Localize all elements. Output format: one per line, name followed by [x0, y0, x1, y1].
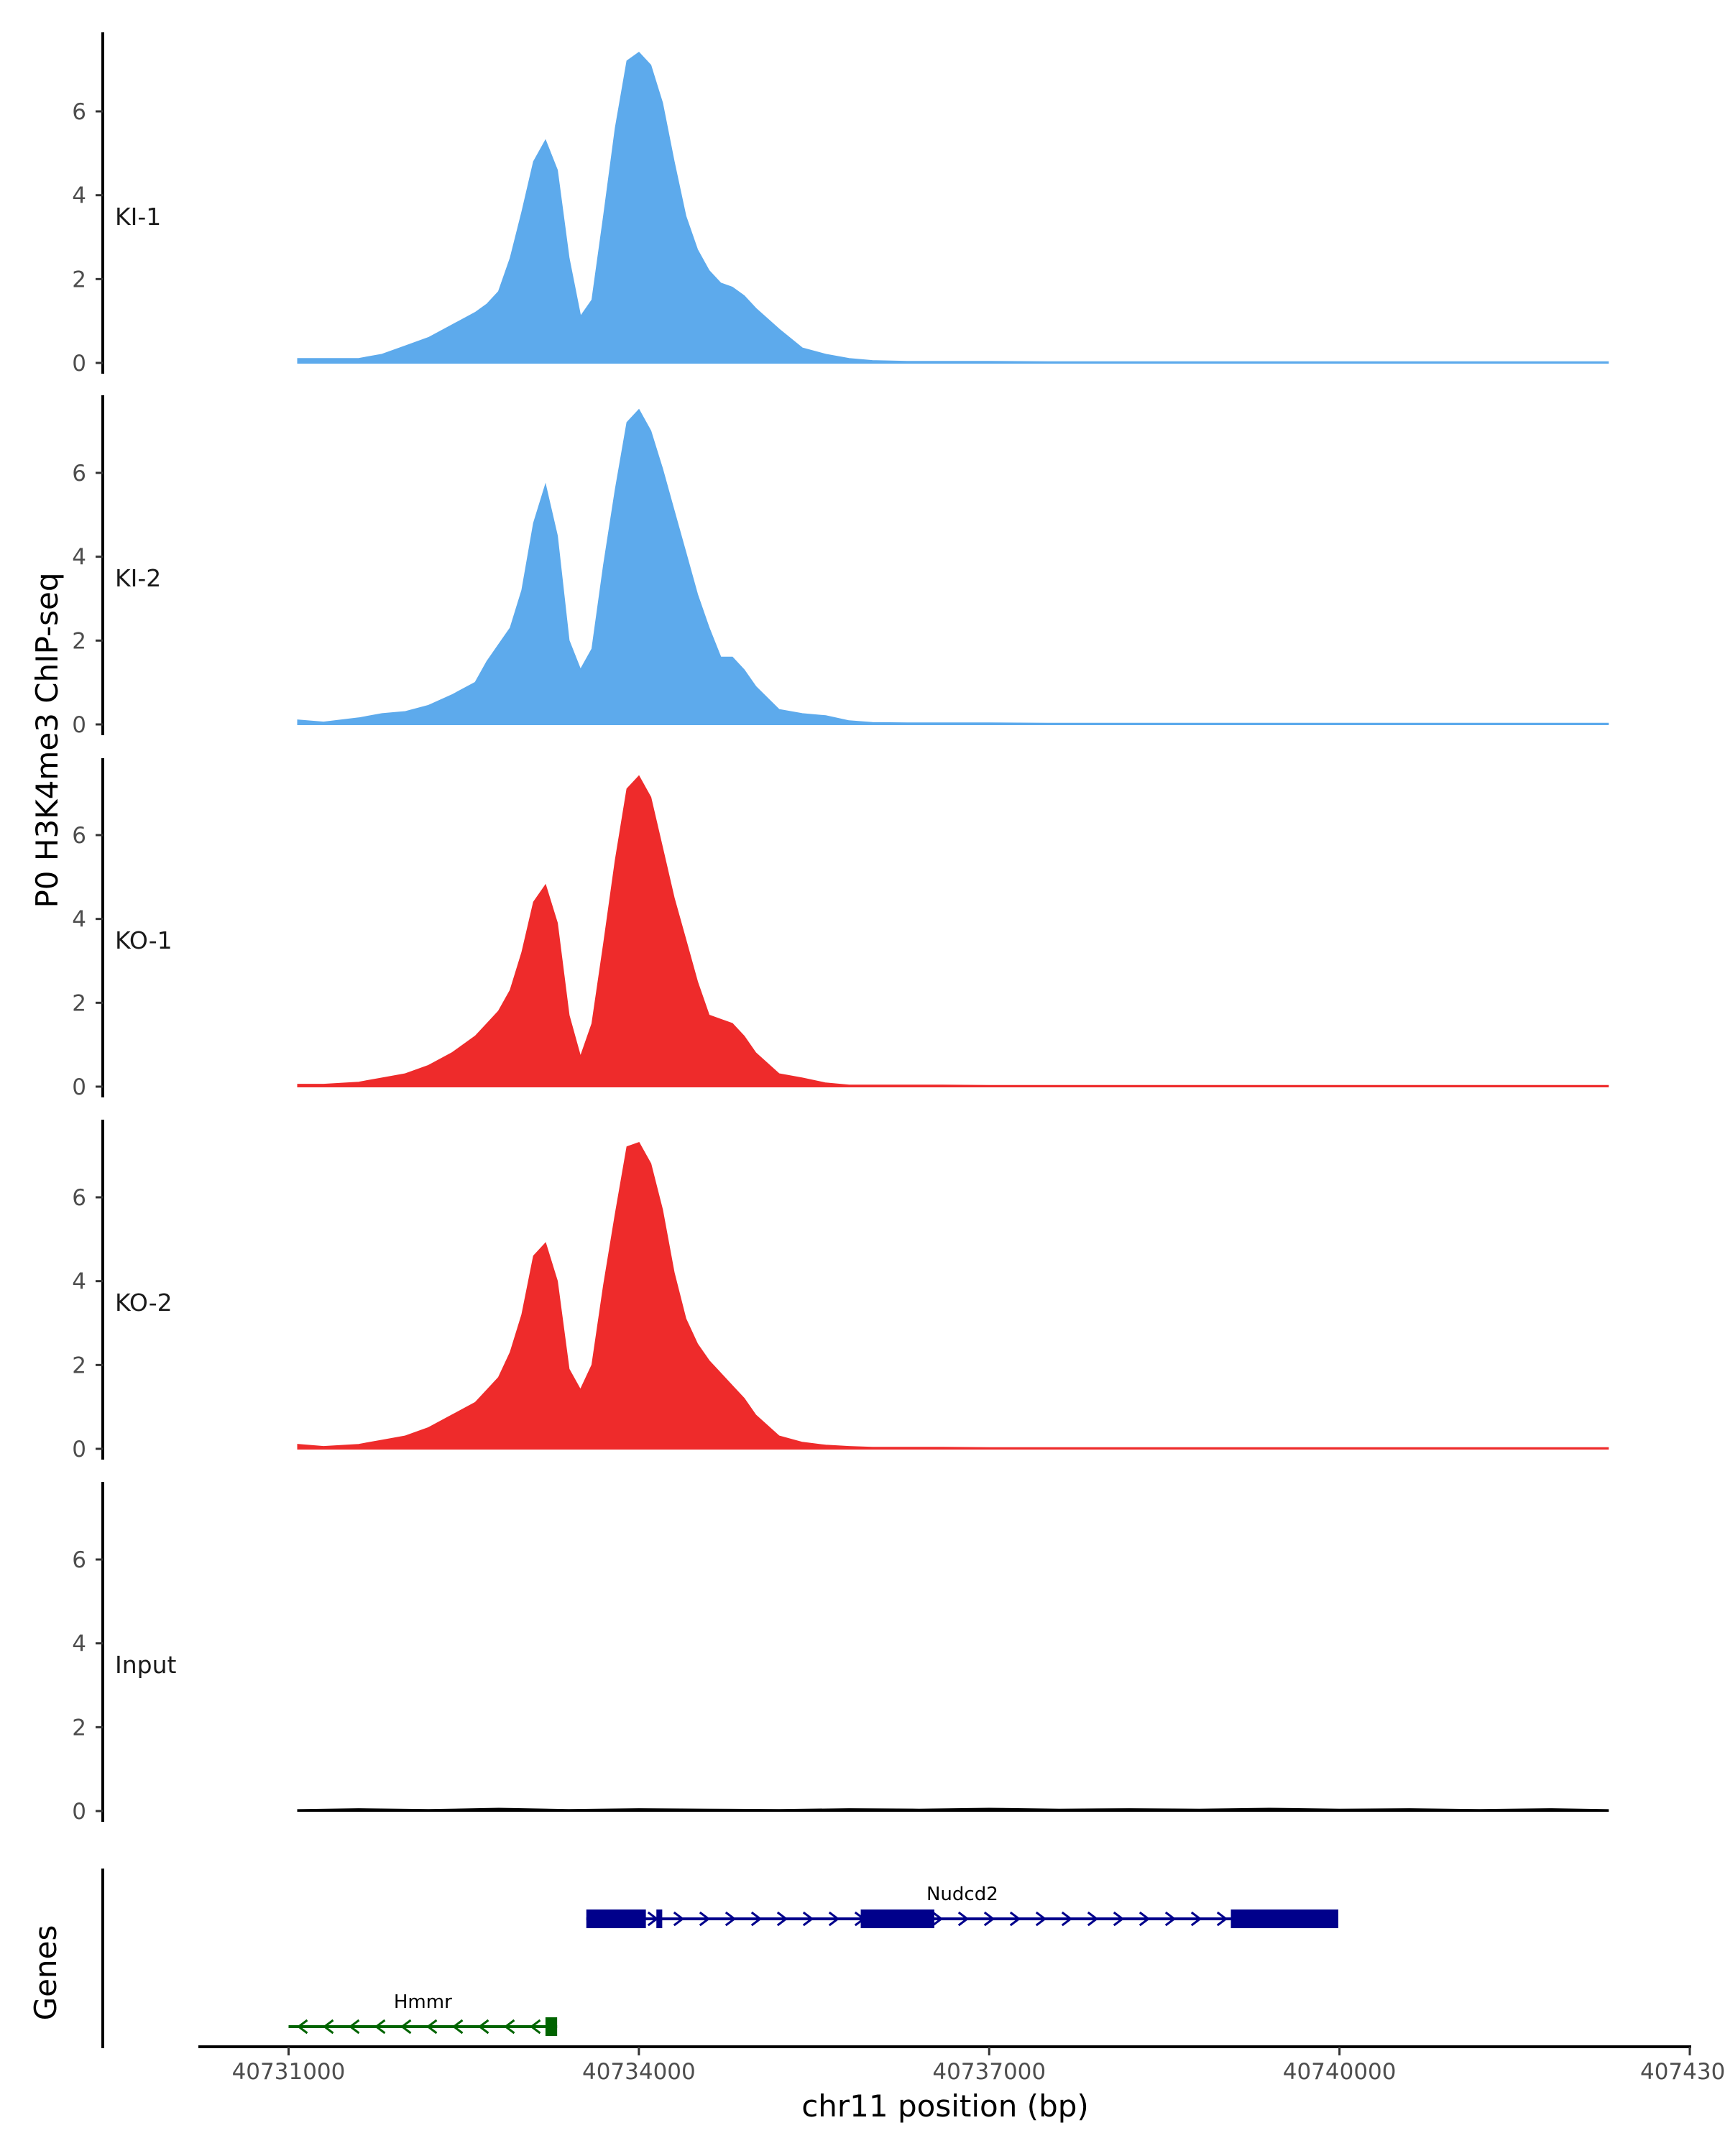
y-tick-label: 4 [72, 183, 86, 209]
strand-arrow [1113, 1911, 1125, 1927]
y-tick-label: 6 [72, 1185, 86, 1211]
strand-arrow [1035, 1911, 1047, 1927]
x-tick-label: 4074300 [1640, 2059, 1725, 2085]
genes-panel-title: Genes [28, 1925, 63, 2021]
strand-arrow [932, 1911, 944, 1927]
gene-exon [586, 1909, 646, 1928]
strand-arrow [477, 2019, 489, 2035]
track-ki-1: 0 2 4 6 KI-1 [72, 32, 1609, 377]
track-label: KI-2 [115, 564, 161, 592]
gene-exon [1230, 1909, 1338, 1928]
strand-arrow [776, 1911, 788, 1927]
strand-arrow [1061, 1911, 1073, 1927]
strand-arrow [503, 2019, 515, 2035]
signal-tracks: 0 2 4 6 KI-1 0 2 4 6 KI-2 0 2 4 6 KO-1 0 2 4 6 KO-2 0 2 4 6 Inpu… [72, 32, 1609, 1825]
signal-area-ko-2 [297, 1141, 1609, 1450]
strand-arrow [296, 2019, 308, 2035]
gene-name-label: Hmmr [394, 1991, 452, 2013]
y-tick-label: 6 [72, 1547, 86, 1573]
track-ki-2: 0 2 4 6 KI-2 [72, 395, 1609, 738]
strand-arrow [1216, 1911, 1228, 1927]
y-tick-label: 0 [72, 1437, 86, 1462]
strand-arrow [983, 1911, 995, 1927]
track-label: KI-1 [115, 203, 161, 231]
y-tick-label: 2 [72, 1715, 86, 1741]
gene-exon [656, 1909, 663, 1928]
signal-area-ki-2 [297, 408, 1609, 725]
strand-arrow [374, 2019, 386, 2035]
strand-arrow [673, 1911, 685, 1927]
strand-arrow [957, 1911, 970, 1927]
y-tick-label: 4 [72, 1269, 86, 1295]
signal-area-ko-1 [297, 775, 1609, 1087]
track-ko-1: 0 2 4 6 KO-1 [72, 758, 1609, 1100]
gene-exon [545, 2017, 558, 2036]
strand-arrow [1164, 1911, 1177, 1927]
strand-arrow [724, 1911, 737, 1927]
strand-arrow [1138, 1911, 1151, 1927]
strand-arrow [1190, 1911, 1202, 1927]
strand-arrow [529, 2019, 541, 2035]
track-label: Input [115, 1651, 177, 1679]
y-tick-label: 2 [72, 990, 86, 1016]
strand-arrow [828, 1911, 840, 1927]
track-label: KO-1 [115, 926, 172, 954]
x-tick-label: 40740000 [1283, 2059, 1397, 2085]
y-tick-label: 0 [72, 351, 86, 377]
strand-arrow [1087, 1911, 1099, 1927]
strand-arrow [348, 2019, 360, 2035]
y-tick-label: 2 [72, 267, 86, 292]
signal-area-input [297, 1807, 1609, 1812]
signal-area-ki-1 [297, 51, 1609, 364]
strand-arrow [1009, 1911, 1021, 1927]
strand-arrow [400, 2019, 412, 2035]
y-tick-label: 0 [72, 712, 86, 738]
gene-annotation-panel: Nudcd2 Hmmr [101, 1869, 1338, 2048]
strand-arrow [426, 2019, 438, 2035]
y-axis-title: P0 H3K4me3 ChIP-seq [29, 572, 65, 908]
gene-hmmr: Hmmr [288, 1991, 558, 2036]
y-tick-label: 0 [72, 1799, 86, 1825]
strand-arrow [322, 2019, 334, 2035]
y-tick-label: 4 [72, 907, 86, 933]
y-tick-label: 4 [72, 1631, 86, 1657]
strand-arrow [699, 1911, 711, 1927]
gene-name-label: Nudcd2 [926, 1884, 998, 1905]
track-ko-2: 0 2 4 6 KO-2 [72, 1120, 1609, 1462]
x-tick-label: 40734000 [582, 2059, 696, 2085]
y-tick-label: 4 [72, 545, 86, 571]
strand-arrow [451, 2019, 464, 2035]
gene-exon [860, 1909, 934, 1928]
gene-nudcd2: Nudcd2 [586, 1884, 1338, 1928]
y-tick-label: 6 [72, 823, 86, 849]
x-axis-title: chr11 position (bp) [801, 2088, 1089, 2124]
track-label: KO-2 [115, 1289, 172, 1317]
x-axis: 40731000 40734000 40737000 40740000 4074300 [198, 2045, 1725, 2085]
y-tick-label: 0 [72, 1074, 86, 1100]
y-tick-label: 2 [72, 628, 86, 654]
y-tick-label: 6 [72, 99, 86, 125]
y-tick-label: 6 [72, 461, 86, 487]
x-tick-label: 40737000 [932, 2059, 1046, 2085]
strand-arrow [802, 1911, 814, 1927]
y-tick-label: 2 [72, 1353, 86, 1378]
track-input: 0 2 4 6 Input [72, 1482, 1609, 1825]
x-tick-label: 40731000 [232, 2059, 346, 2085]
strand-arrow [750, 1911, 763, 1927]
